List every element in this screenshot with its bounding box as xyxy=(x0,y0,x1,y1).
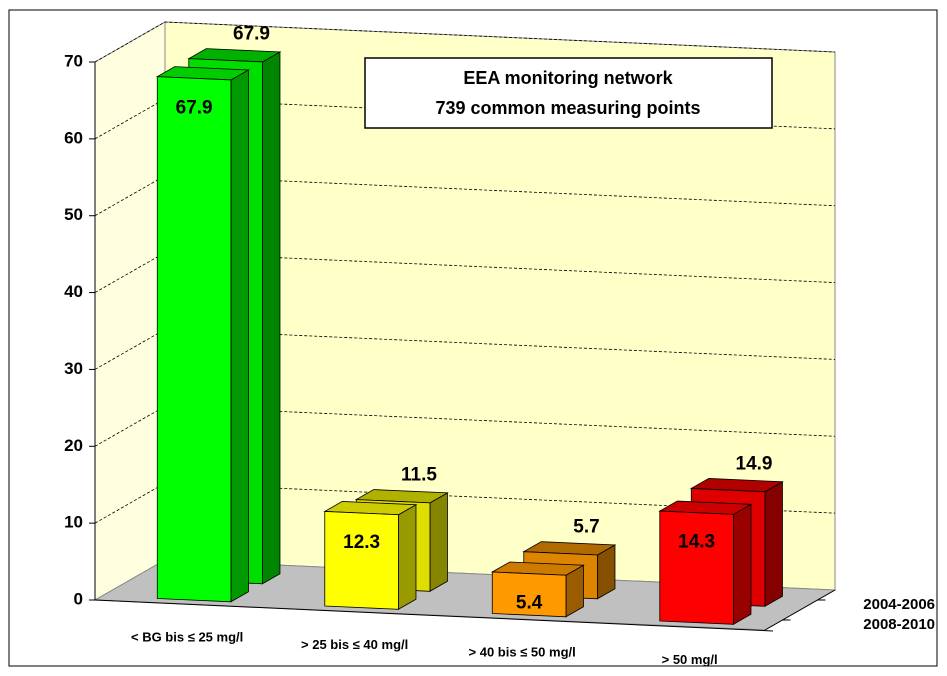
x-tick-label: > 25 bis ≤ 40 mg/l xyxy=(301,637,408,652)
grid-line xyxy=(94,21,836,63)
y-tick-label: 0 xyxy=(74,589,83,608)
y-tick-label: 10 xyxy=(64,513,83,532)
annotation: 739 common measuring points xyxy=(435,98,700,118)
y-tick-label: 60 xyxy=(64,128,83,147)
depth-axis xyxy=(764,589,836,631)
data-label: 67.9 xyxy=(233,24,270,45)
data-label: 11.5 xyxy=(401,465,437,486)
left-wall xyxy=(94,21,166,601)
bar xyxy=(491,571,567,618)
bar-side xyxy=(733,503,752,625)
bar-side xyxy=(230,69,249,603)
y-tick-label: 30 xyxy=(64,359,83,378)
bar-side xyxy=(398,504,417,610)
y-tick-label: 40 xyxy=(64,282,83,301)
bar xyxy=(324,511,399,610)
legend-label: 2008-2010 xyxy=(863,616,935,633)
annotation: EEA monitoring network xyxy=(463,68,673,88)
data-label: 5.4 xyxy=(516,593,543,614)
data-label: 67.9 xyxy=(176,97,213,118)
bar-side xyxy=(764,481,783,607)
annotation-box xyxy=(364,57,773,129)
bar xyxy=(156,76,232,603)
data-label: 14.3 xyxy=(678,532,715,553)
x-tick-label: > 40 bis ≤ 50 mg/l xyxy=(469,645,576,660)
bar xyxy=(659,510,734,625)
legend-label: 2004-2006 xyxy=(863,596,935,613)
data-label: 14.9 xyxy=(736,453,773,474)
y-tick-label: 50 xyxy=(64,205,83,224)
y-tick-label: 20 xyxy=(64,436,83,455)
x-tick-label: < BG bis ≤ 25 mg/l xyxy=(131,630,243,645)
data-label: 12.3 xyxy=(343,532,380,553)
y-tick-label: 70 xyxy=(64,51,83,70)
data-label: 5.7 xyxy=(573,517,599,538)
x-tick-label: > 50 mg/l xyxy=(662,652,718,667)
bar-side xyxy=(429,492,448,592)
x-axis xyxy=(94,599,774,632)
bar-side xyxy=(262,51,281,585)
